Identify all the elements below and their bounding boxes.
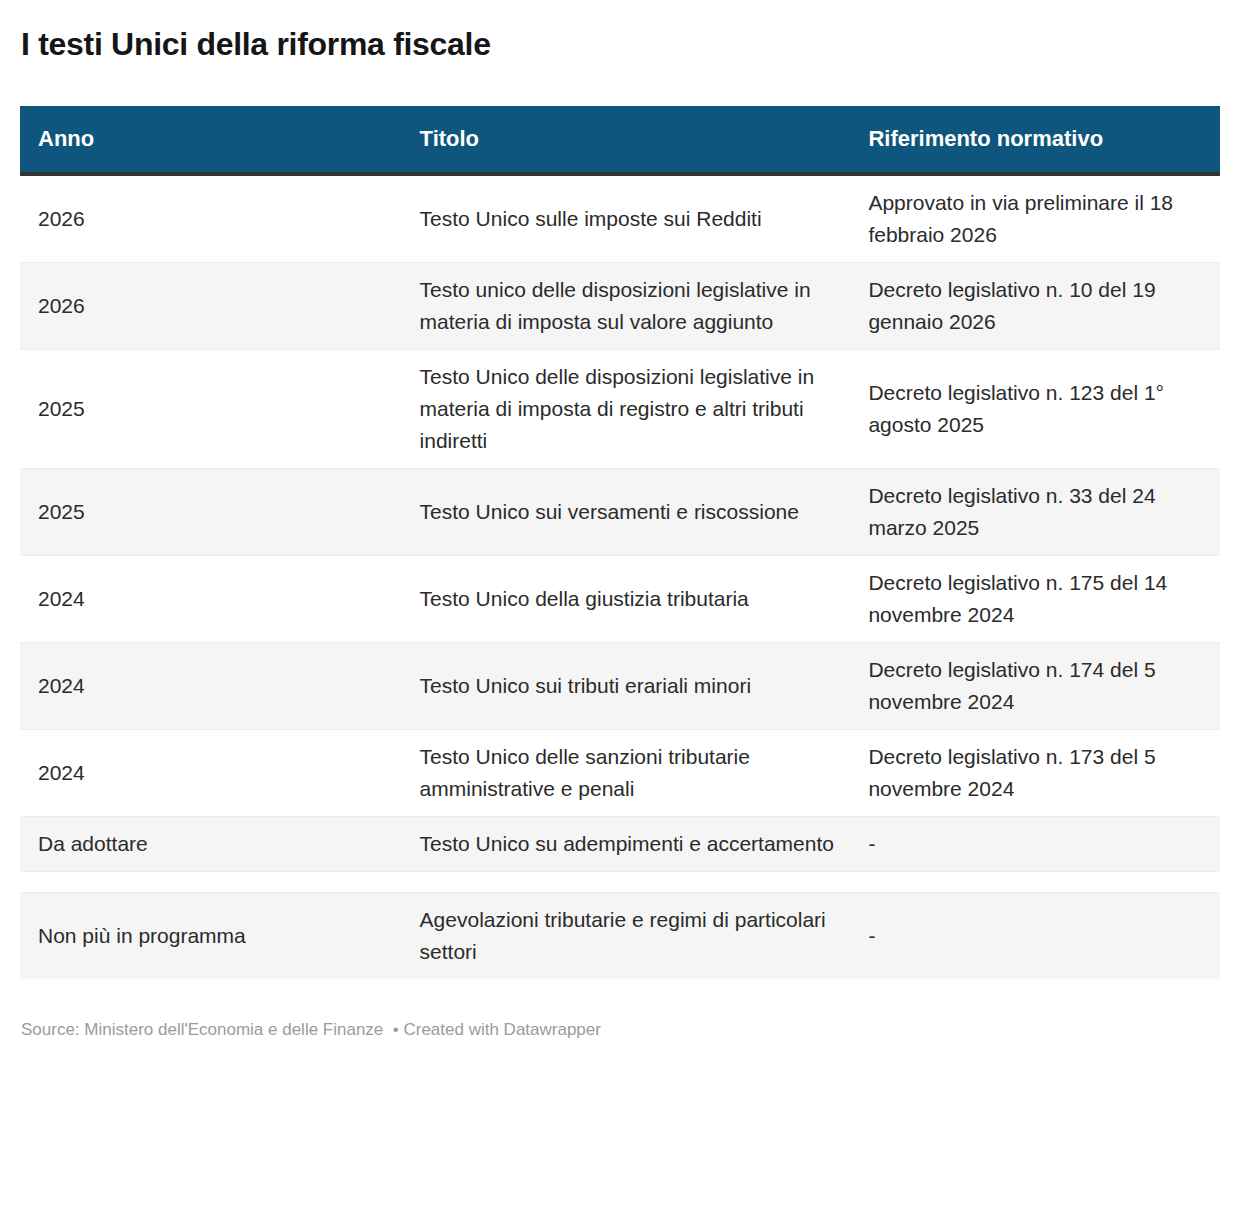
cell-riferimento: Decreto legislativo n. 33 del 24 marzo 2… bbox=[850, 469, 1220, 556]
column-header-anno: Anno bbox=[20, 106, 402, 174]
table-row: Da adottareTesto Unico su adempimenti e … bbox=[20, 817, 1220, 872]
cell-anno: 2024 bbox=[20, 643, 402, 730]
cell-titolo: Testo Unico su adempimenti e accertament… bbox=[402, 817, 851, 872]
cell-anno: 2026 bbox=[20, 174, 402, 263]
table-header-row: Anno Titolo Riferimento normativo bbox=[20, 106, 1220, 174]
cell-titolo: Agevolazioni tributarie e regimi di part… bbox=[402, 893, 851, 980]
cell-anno: 2025 bbox=[20, 350, 402, 469]
cell-titolo: Testo Unico delle sanzioni tributarie am… bbox=[402, 730, 851, 817]
cell-titolo: Testo Unico delle disposizioni legislati… bbox=[402, 350, 851, 469]
source-attribution: Source: Ministero dell'Economia e delle … bbox=[21, 1019, 1220, 1041]
cell-riferimento: Decreto legislativo n. 175 del 14 novemb… bbox=[850, 556, 1220, 643]
table-row: 2024Testo Unico della giustizia tributar… bbox=[20, 556, 1220, 643]
cell-riferimento: Decreto legislativo n. 173 del 5 novembr… bbox=[850, 730, 1220, 817]
cell-riferimento: Decreto legislativo n. 123 del 1° agosto… bbox=[850, 350, 1220, 469]
cell-anno: 2024 bbox=[20, 730, 402, 817]
cell-titolo: Testo Unico sulle imposte sui Redditi bbox=[402, 174, 851, 263]
cell-anno: 2024 bbox=[20, 556, 402, 643]
table-row: 2026Testo Unico sulle imposte sui Reddit… bbox=[20, 174, 1220, 263]
cell-anno: 2026 bbox=[20, 263, 402, 350]
cell-riferimento: - bbox=[850, 893, 1220, 980]
table-row: 2024Testo Unico sui tributi erariali min… bbox=[20, 643, 1220, 730]
cell-anno: Non più in programma bbox=[20, 893, 402, 980]
data-table: Anno Titolo Riferimento normativo 2026Te… bbox=[20, 106, 1220, 979]
cell-riferimento: - bbox=[850, 817, 1220, 872]
row-group-separator bbox=[20, 872, 1220, 893]
table-row: 2025Testo Unico sui versamenti e riscoss… bbox=[20, 469, 1220, 556]
table-row: 2026Testo unico delle disposizioni legis… bbox=[20, 263, 1220, 350]
table-row: 2024Testo Unico delle sanzioni tributari… bbox=[20, 730, 1220, 817]
cell-riferimento: Approvato in via preliminare il 18 febbr… bbox=[850, 174, 1220, 263]
cell-riferimento: Decreto legislativo n. 10 del 19 gennaio… bbox=[850, 263, 1220, 350]
column-header-titolo: Titolo bbox=[402, 106, 851, 174]
cell-anno: Da adottare bbox=[20, 817, 402, 872]
cell-titolo: Testo Unico sui tributi erariali minori bbox=[402, 643, 851, 730]
cell-titolo: Testo Unico sui versamenti e riscossione bbox=[402, 469, 851, 556]
row-group-separator-cell bbox=[20, 872, 1220, 893]
cell-anno: 2025 bbox=[20, 469, 402, 556]
cell-riferimento: Decreto legislativo n. 174 del 5 novembr… bbox=[850, 643, 1220, 730]
table-row: Non più in programmaAgevolazioni tributa… bbox=[20, 893, 1220, 980]
table-body: 2026Testo Unico sulle imposte sui Reddit… bbox=[20, 174, 1220, 979]
cell-titolo: Testo unico delle disposizioni legislati… bbox=[402, 263, 851, 350]
cell-titolo: Testo Unico della giustizia tributaria bbox=[402, 556, 851, 643]
table-header: Anno Titolo Riferimento normativo bbox=[20, 106, 1220, 174]
column-header-riferimento-normativo: Riferimento normativo bbox=[850, 106, 1220, 174]
page-title: I testi Unici della riforma fiscale bbox=[21, 24, 1220, 64]
table-row: 2025Testo Unico delle disposizioni legis… bbox=[20, 350, 1220, 469]
